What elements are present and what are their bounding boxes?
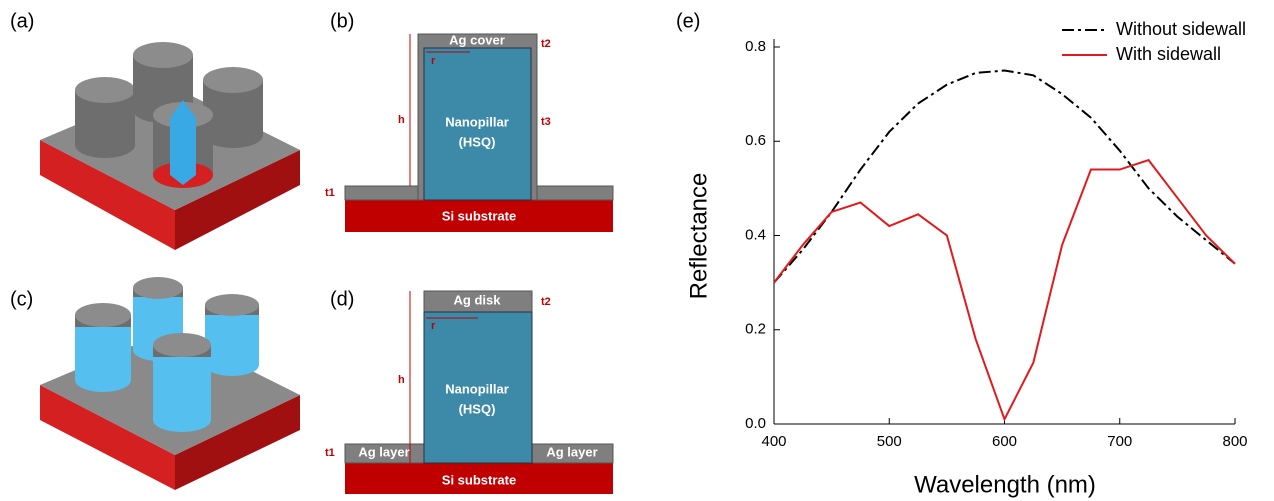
y-tick-label: 0.8	[745, 38, 766, 55]
render-c	[40, 277, 300, 490]
x-axis-title: Wavelength (nm)	[914, 471, 1096, 498]
label: (HSQ)	[459, 134, 496, 149]
series-line	[774, 160, 1235, 419]
y-tick-label: 0.0	[745, 415, 766, 432]
label: t1	[325, 187, 335, 199]
y-tick-label: 0.2	[745, 321, 766, 338]
panel-label: (a)	[10, 10, 34, 32]
label: h	[398, 374, 405, 386]
y-axis-title: Reflectance	[685, 173, 712, 300]
label: Ag layer	[358, 444, 409, 459]
panel-label: (b)	[330, 10, 354, 32]
diagram-b	[345, 34, 613, 232]
label: h	[398, 114, 405, 126]
panel-label: (e)	[676, 10, 700, 32]
x-tick-label: 800	[1222, 433, 1247, 450]
panel-label: (d)	[330, 288, 354, 310]
label: r	[431, 320, 436, 332]
figure: (a) (c) (b) (d) (e) Ag cover Nanopillar …	[0, 0, 1274, 501]
legend-label: With sidewall	[1116, 44, 1221, 64]
label: Ag cover	[449, 32, 505, 47]
label: t2	[541, 296, 551, 308]
render-a	[40, 42, 300, 250]
label: Nanopillar	[445, 381, 509, 396]
label: Ag disk	[454, 292, 502, 307]
series-line	[774, 71, 1235, 283]
label: Ag layer	[546, 444, 597, 459]
y-tick-label: 0.6	[745, 132, 766, 149]
label: Si substrate	[442, 208, 516, 223]
label: Nanopillar	[445, 114, 509, 129]
label: t1	[325, 447, 335, 459]
legend-label: Without sidewall	[1116, 19, 1246, 39]
label: (HSQ)	[459, 401, 496, 416]
x-tick-label: 700	[1107, 433, 1132, 450]
x-tick-label: 500	[877, 433, 902, 450]
label: t2	[541, 38, 551, 50]
label: Si substrate	[442, 472, 516, 487]
x-tick-label: 400	[761, 433, 786, 450]
panel-label: (c)	[10, 288, 33, 310]
label: r	[431, 55, 436, 67]
x-tick-label: 600	[992, 433, 1017, 450]
label: t3	[541, 116, 551, 128]
y-tick-label: 0.4	[745, 226, 766, 243]
